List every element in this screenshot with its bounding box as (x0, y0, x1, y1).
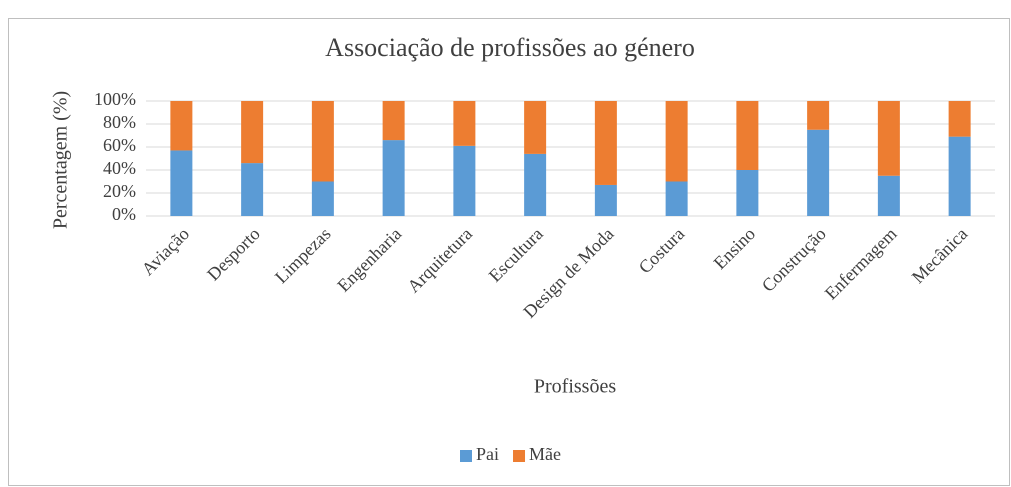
legend-swatch (513, 450, 526, 462)
bar-segment (877, 175, 900, 216)
x-axis-label: Profissões (534, 376, 616, 398)
chart-border (8, 18, 1010, 486)
bar-segment (382, 101, 405, 141)
legend-label: Mãe (529, 444, 561, 464)
bar-segment (311, 101, 334, 182)
bar-segment (170, 150, 193, 216)
legend-swatch (460, 450, 472, 462)
bar-segment (948, 136, 971, 216)
chart-title: Associação de profissões ao género (325, 33, 695, 62)
legend-label: Pai (476, 444, 499, 464)
bar-segment (877, 101, 900, 176)
bar-segment (807, 129, 830, 216)
bar-segment (453, 145, 476, 216)
bar-segment (170, 101, 193, 151)
bar-segment (311, 181, 334, 216)
y-tick-label: 20% (103, 181, 136, 201)
bar-segment (241, 101, 264, 164)
bar-segment (736, 101, 759, 170)
bar-segment (594, 101, 617, 185)
bar-segment (736, 170, 759, 216)
bar-segment (241, 163, 264, 216)
y-tick-label: 40% (103, 158, 136, 178)
y-tick-label: 0% (112, 204, 136, 224)
y-tick-label: 80% (103, 112, 136, 132)
bar-segment (594, 184, 617, 216)
bar-segment (807, 101, 830, 130)
bar-segment (453, 101, 476, 146)
y-axis-label: Percentagem (%) (50, 91, 72, 229)
bar-segment (948, 101, 971, 137)
bar-segment (665, 101, 688, 182)
bar-segment (524, 153, 547, 216)
bar-segment (524, 101, 547, 154)
bar-segment (665, 181, 688, 216)
y-tick-label: 60% (103, 135, 136, 155)
bar-segment (382, 140, 405, 216)
y-tick-label: 100% (94, 89, 136, 109)
